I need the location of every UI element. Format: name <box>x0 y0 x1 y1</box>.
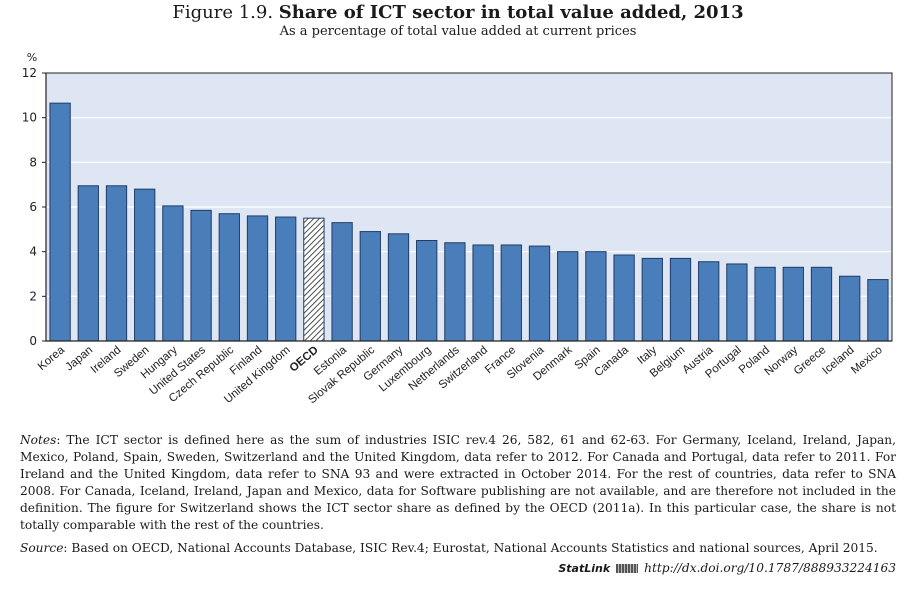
bar-ireland <box>105 185 128 342</box>
y-tick-label: 12 <box>22 66 37 80</box>
figure-subtitle: As a percentage of total value added at … <box>279 24 637 39</box>
x-tick-label: Korea <box>36 344 68 373</box>
x-tick-label: Iceland <box>820 344 856 377</box>
y-axis-unit: % <box>27 51 37 64</box>
bar-united-states <box>190 209 212 342</box>
bar-norway <box>782 266 804 342</box>
source: Source: Based on OECD, National Accounts… <box>20 541 896 555</box>
notes-lead: Notes <box>20 433 57 447</box>
notes-text: : The ICT sector is defined here as the … <box>20 433 896 532</box>
y-tick-label: 2 <box>29 289 37 303</box>
y-tick-label: 6 <box>29 200 37 214</box>
x-tick-label: Mexico <box>849 344 885 377</box>
bar-estonia <box>331 222 353 342</box>
bar-korea <box>49 102 71 342</box>
figure-title: Figure 1.9. Share of ICT sector in total… <box>0 2 916 23</box>
bar-belgium <box>669 257 692 342</box>
bar-greece <box>810 266 833 342</box>
bar-sweden <box>134 188 156 342</box>
figure-number: Figure 1.9. <box>172 2 274 23</box>
y-tick-label: 4 <box>29 245 37 259</box>
plot-border <box>45 72 893 342</box>
bar-oecd <box>303 217 325 342</box>
bar-austria <box>698 261 720 342</box>
bar-hungary <box>162 205 184 342</box>
bar-portugal <box>726 263 748 342</box>
bar-japan <box>77 185 99 342</box>
bar-france <box>500 244 522 342</box>
bar-germany <box>387 233 410 342</box>
statlink-url[interactable]: http://dx.doi.org/10.1787/888933224163 <box>644 561 896 575</box>
source-lead: Source <box>20 541 64 555</box>
bar-luxembourg <box>416 240 438 342</box>
figure-title-text: Share of ICT sector in total value added… <box>278 2 744 23</box>
bar-slovak-republic <box>359 231 381 342</box>
bar-united-kingdom <box>275 216 297 342</box>
statlink-brand: StatLink <box>558 561 611 575</box>
bar-czech-republic <box>218 213 240 342</box>
bar-iceland <box>839 275 861 342</box>
bar-poland <box>754 266 776 342</box>
y-tick-label: 10 <box>22 111 37 125</box>
bar-finland <box>246 215 269 342</box>
bar-mexico <box>867 279 889 342</box>
notes: Notes: The ICT sector is defined here as… <box>20 432 896 534</box>
statlink[interactable]: StatLink http://dx.doi.org/10.1787/88893… <box>558 561 896 575</box>
y-tick-label: 8 <box>29 155 37 169</box>
bar-netherlands <box>444 242 466 342</box>
y-tick-label: 0 <box>29 334 37 348</box>
bar-italy <box>641 257 663 342</box>
bar-slovenia <box>528 245 551 342</box>
bar-chart: 024681012%KoreaJapanIrelandSwedenHungary… <box>22 51 893 406</box>
statlink-icon <box>616 563 639 573</box>
bar-denmark <box>557 251 579 342</box>
bar-canada <box>613 254 635 342</box>
x-tick-label: Greece <box>792 344 829 377</box>
source-text: : Based on OECD, National Accounts Datab… <box>63 541 878 555</box>
bar-spain <box>585 251 607 342</box>
bar-switzerland <box>472 244 494 342</box>
